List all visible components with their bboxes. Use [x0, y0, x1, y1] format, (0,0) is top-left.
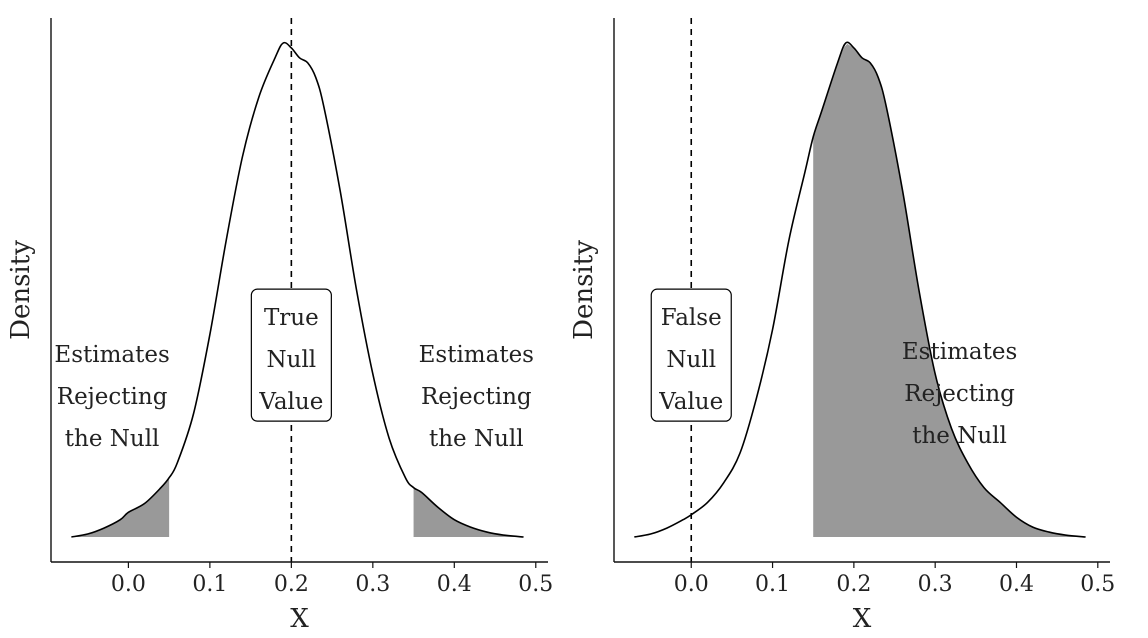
label-box — [250, 288, 332, 422]
x-tick-label: 0.2 — [836, 572, 871, 597]
null-value-label: False Null Value — [650, 288, 732, 422]
annotation-line: the Null — [65, 426, 160, 452]
annotation-line: Null — [666, 347, 716, 373]
x-tick-label: 0.3 — [355, 572, 390, 597]
y-axis-title: Density — [6, 240, 36, 340]
shaded-region-2 — [413, 487, 524, 537]
annotation-line: Rejecting — [421, 384, 532, 410]
label-box — [650, 288, 732, 422]
chart-panel-1: 0.0 0.1 0.2 0.3 0.4 0.5 X Density Estimates Rejec… — [6, 18, 553, 634]
annotation-line: False — [661, 305, 722, 331]
density-curve — [634, 41, 1086, 538]
x-tick-label: 0.4 — [999, 572, 1034, 597]
annotation-line: Rejecting — [57, 384, 168, 410]
null-value-label: True Null Value — [250, 288, 332, 422]
rejection-label: Estimates Rejecting the Null — [902, 339, 1017, 449]
shaded-region-1 — [813, 43, 1086, 538]
annotation-line: Estimates — [54, 342, 169, 368]
annotation-line: Rejecting — [904, 381, 1015, 407]
chart-panel-2: 0.0 0.1 0.2 0.3 0.4 0.5 X Density False Null Value… — [569, 18, 1115, 634]
x-tick-label: 0.4 — [437, 572, 472, 597]
rejection-label: Estimates Rejecting the Null — [54, 342, 169, 452]
annotation-line: Value — [658, 389, 723, 415]
x-axis-title: X — [290, 604, 309, 634]
density-curve — [71, 41, 524, 538]
x-tick-label: 0.1 — [755, 572, 790, 597]
x-tick-label: 0.3 — [918, 572, 953, 597]
annotation-line: Estimates — [902, 339, 1017, 365]
annotation-line: the Null — [912, 423, 1007, 449]
annotation-line: Null — [267, 347, 317, 373]
x-axis-title: X — [853, 604, 872, 634]
y-axis-title: Density — [569, 240, 599, 340]
x-tick-label: 0.0 — [674, 572, 709, 597]
annotation-line: True — [264, 305, 319, 331]
x-tick-label: 0.2 — [274, 572, 309, 597]
x-tick-label: 0.1 — [192, 572, 227, 597]
annotation-line: Value — [258, 389, 323, 415]
annotation-line: Estimates — [419, 342, 534, 368]
annotation-line: the Null — [429, 426, 524, 452]
x-tick-label: 0.5 — [518, 572, 553, 597]
shaded-region-1 — [71, 477, 170, 537]
x-tick-label: 0.0 — [111, 572, 146, 597]
x-tick-label: 0.5 — [1080, 572, 1115, 597]
rejection-label: Estimates Rejecting the Null — [419, 342, 534, 452]
